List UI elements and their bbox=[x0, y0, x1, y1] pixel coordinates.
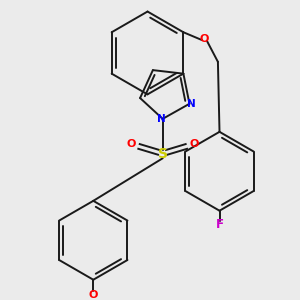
Text: O: O bbox=[127, 140, 136, 149]
Text: S: S bbox=[158, 147, 168, 161]
Text: O: O bbox=[200, 34, 209, 44]
Text: F: F bbox=[215, 218, 223, 231]
Text: N: N bbox=[187, 99, 196, 109]
Text: O: O bbox=[88, 290, 98, 299]
Text: N: N bbox=[157, 114, 166, 124]
Text: O: O bbox=[190, 140, 199, 149]
